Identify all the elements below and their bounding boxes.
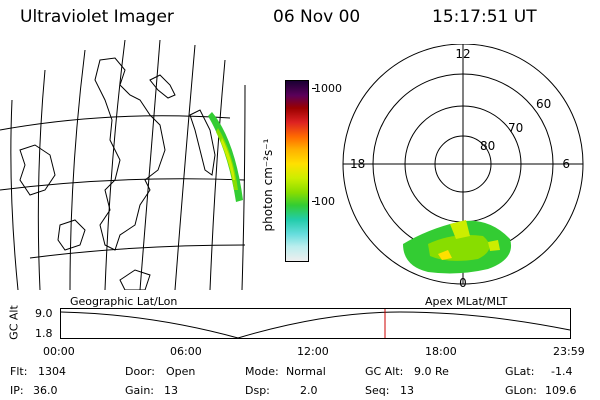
flt-value: 1304 <box>38 365 66 378</box>
latitude-line <box>0 115 231 131</box>
colorbar-tick-1000: 1000 <box>314 82 342 95</box>
timeline-x-tick: 23:59 <box>553 345 585 358</box>
timeline-x-tick: 18:00 <box>425 345 457 358</box>
gain-value: 13 <box>164 384 178 397</box>
polar-ring-label-60: 60 <box>536 97 551 111</box>
polar-ring-label-80: 80 <box>480 139 495 153</box>
gcalt-label: GC Alt: <box>365 365 404 378</box>
colorbar-tickmark <box>312 88 316 89</box>
aurora-band <box>208 112 243 202</box>
timeline-left-title: Geographic Lat/Lon <box>70 295 178 308</box>
longitude-line <box>69 49 86 290</box>
dsp-value: 2.0 <box>300 384 318 397</box>
longitude-line <box>241 84 246 290</box>
polar-label-right: 6 <box>562 157 570 171</box>
timeline-x-tick: 12:00 <box>297 345 329 358</box>
longitude-line <box>10 99 19 290</box>
time-label: 15:17:51 UT <box>432 7 537 27</box>
flt-label: Flt: <box>10 365 28 378</box>
polar-label-left: 18 <box>350 157 365 171</box>
colorbar <box>285 80 309 262</box>
door-value: Open <box>166 365 196 378</box>
polar-label-top: 12 <box>455 47 470 61</box>
longitude-line <box>139 40 161 290</box>
mode-value: Normal <box>286 365 326 378</box>
latitude-line <box>29 244 246 259</box>
timeline-x-tick: 00:00 <box>43 345 75 358</box>
colorbar-tick-100: 100 <box>314 195 335 208</box>
timeline-frame <box>60 308 571 339</box>
coastline <box>94 57 166 251</box>
coastline <box>119 269 151 290</box>
mode-label: Mode: <box>245 365 279 378</box>
coastline <box>189 109 216 176</box>
orbit-altitude-curve <box>60 311 571 339</box>
gain-label: Gain: <box>125 384 154 397</box>
polar-plot: 12 18 6 0 60 70 80 <box>342 44 584 290</box>
timeline-plot <box>60 308 571 339</box>
coastline <box>19 144 56 196</box>
timeline-y-bottom: 1.8 <box>35 327 53 340</box>
timeline-x-tick: 06:00 <box>170 345 202 358</box>
door-label: Door: <box>125 365 155 378</box>
longitude-line <box>174 44 196 290</box>
glon-value: 109.6 <box>545 384 577 397</box>
glat-value: -1.4 <box>551 365 573 378</box>
gcalt-value: 9.0 Re <box>414 365 449 378</box>
coastline <box>149 74 176 99</box>
coastline <box>57 219 86 251</box>
colorbar-unit-label: photon cm⁻²s⁻¹ <box>261 138 275 232</box>
longitude-line <box>37 69 46 290</box>
seq-value: 13 <box>400 384 414 397</box>
polar-label-bottom: 0 <box>459 276 467 290</box>
aurora-blob <box>403 220 512 274</box>
geographic-map <box>0 40 246 290</box>
timeline-right-title: Apex MLat/MLT <box>425 295 508 308</box>
instrument-title: Ultraviolet Imager <box>20 7 174 27</box>
ip-label: IP: <box>10 384 24 397</box>
glon-label: GLon: <box>505 384 537 397</box>
timeline-y-label: GC Alt <box>7 305 21 340</box>
date-label: 06 Nov 00 <box>273 7 361 27</box>
longitude-line <box>209 59 226 290</box>
latitude-line <box>0 178 246 191</box>
polar-ring-label-70: 70 <box>508 121 523 135</box>
longitude-line <box>104 40 126 290</box>
colorbar-tickmark <box>312 201 316 202</box>
dsp-label: Dsp: <box>245 384 270 397</box>
seq-label: Seq: <box>365 384 390 397</box>
glat-label: GLat: <box>505 365 535 378</box>
timeline-y-top: 9.0 <box>35 307 53 320</box>
ip-value: 36.0 <box>33 384 58 397</box>
